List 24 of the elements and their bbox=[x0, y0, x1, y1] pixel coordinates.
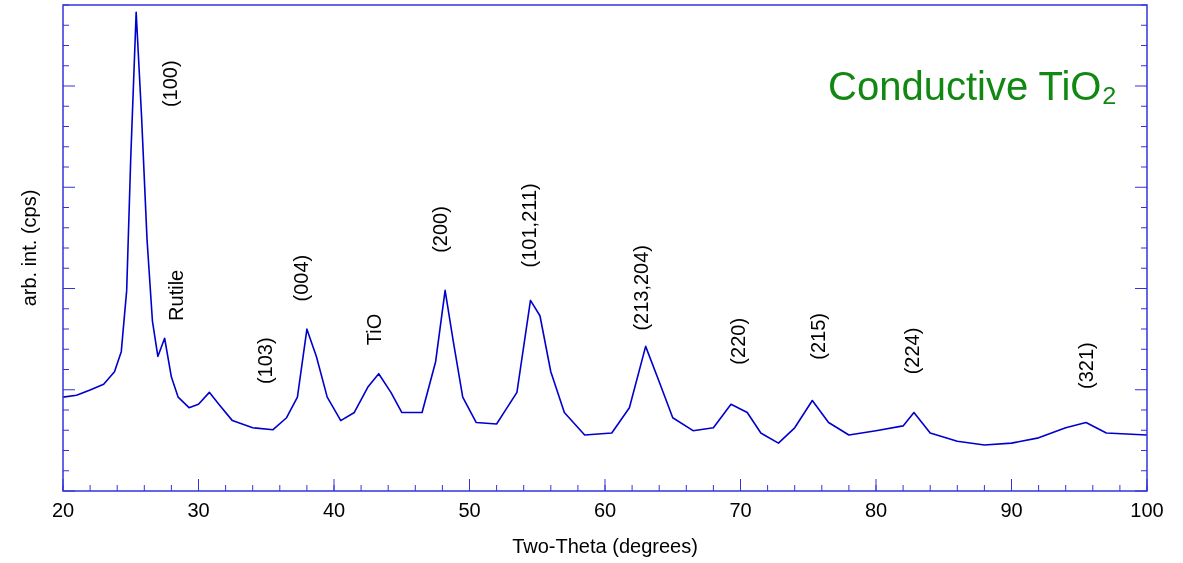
annotation: (321) bbox=[1074, 342, 1097, 389]
annotation: (224) bbox=[901, 327, 924, 375]
text: Conductive TiO₂ bbox=[828, 64, 1117, 108]
x-tick-label: 80 bbox=[864, 498, 888, 521]
x-axis-title: Two-Theta (degrees) bbox=[512, 534, 698, 557]
x-tick-label: 60 bbox=[593, 498, 617, 521]
x-tick-label: 40 bbox=[322, 498, 346, 521]
annotation: (213,204) bbox=[630, 244, 653, 331]
y-axis-title: arb. int. (cps) bbox=[17, 189, 40, 307]
x-tick-label: 100 bbox=[1130, 498, 1164, 521]
x-tick-label: 70 bbox=[729, 498, 752, 521]
annotation: (100) bbox=[158, 60, 181, 108]
x-tick-label: 30 bbox=[187, 498, 210, 521]
x-tick-label: 90 bbox=[1000, 498, 1023, 521]
annotation: (215) bbox=[807, 313, 830, 360]
x-tick-label: 20 bbox=[51, 498, 75, 521]
annotation: (200) bbox=[428, 206, 451, 253]
annotation: TiO bbox=[362, 313, 385, 346]
annotation: (004) bbox=[290, 254, 313, 302]
annotation: (103) bbox=[254, 337, 277, 385]
annotation: (101,211) bbox=[517, 183, 540, 268]
annotation: Rutile bbox=[165, 269, 188, 321]
annotation: (220) bbox=[726, 317, 749, 365]
x-tick-label: 50 bbox=[458, 498, 481, 521]
